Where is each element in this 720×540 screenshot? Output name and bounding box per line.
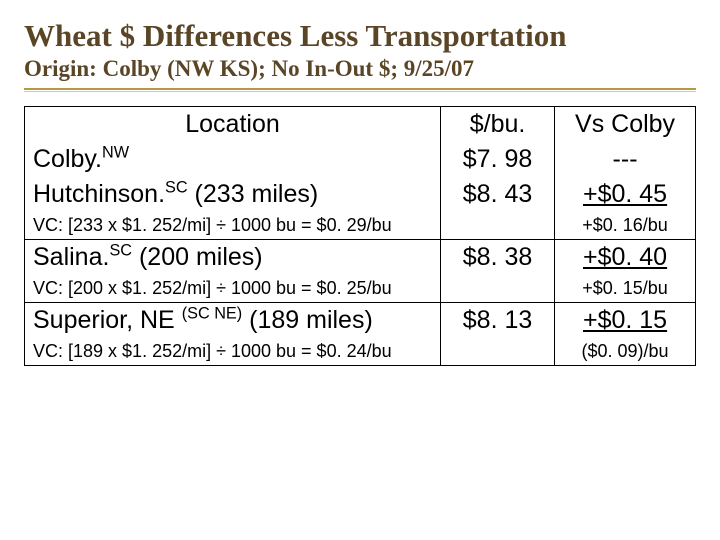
price-colby: $7. 98 xyxy=(441,142,555,177)
vc-salina-note: VC: [200 x $1. 252/mi] ÷ 1000 bu = $0. 2… xyxy=(33,278,432,299)
loc-hutch-pre: Hutchinson. xyxy=(33,180,165,208)
loc-colby: Colby.NW xyxy=(25,142,441,177)
divider-top xyxy=(24,88,696,90)
vc-hutchinson: VC: [233 x $1. 252/mi] ÷ 1000 bu = $0. 2… xyxy=(25,212,441,240)
header-price: $/bu. xyxy=(441,106,555,142)
vs-salina: +$0. 40 xyxy=(555,239,696,275)
loc-salina-pre: Salina. xyxy=(33,243,109,271)
row-hutchinson: Hutchinson.SC (233 miles) $8. 43 +$0. 45 xyxy=(25,177,696,212)
vc-hutch-note: VC: [233 x $1. 252/mi] ÷ 1000 bu = $0. 2… xyxy=(33,215,432,236)
vc-salina: VC: [200 x $1. 252/mi] ÷ 1000 bu = $0. 2… xyxy=(25,275,441,303)
vc-hutchinson-blank xyxy=(441,212,555,240)
header-vs: Vs Colby xyxy=(555,106,696,142)
vc-hutchinson-right: +$0. 16/bu xyxy=(555,212,696,240)
pricing-table: Location $/bu. Vs Colby Colby.NW $7. 98 … xyxy=(24,106,696,366)
vc-hutch-right: +$0. 16/bu xyxy=(563,215,687,236)
vc-superior-right: ($0. 09)/bu xyxy=(555,338,696,366)
vs-colby: --- xyxy=(555,142,696,177)
loc-superior-pre: Superior, NE xyxy=(33,306,182,334)
vs-superior: +$0. 15 xyxy=(555,302,696,338)
loc-salina-post: (200 miles) xyxy=(132,243,263,271)
price-superior: $8. 13 xyxy=(441,302,555,338)
vc-salina-blank xyxy=(441,275,555,303)
price-salina: $8. 38 xyxy=(441,239,555,275)
price-hutchinson: $8. 43 xyxy=(441,177,555,212)
loc-colby-pre: Colby. xyxy=(33,145,102,173)
loc-colby-sup: NW xyxy=(102,143,129,161)
header-location: Location xyxy=(25,106,441,142)
loc-superior: Superior, NE (SC NE) (189 miles) xyxy=(25,302,441,338)
vc-salina-right-val: +$0. 15/bu xyxy=(563,278,687,299)
loc-salina-sup: SC xyxy=(109,241,132,259)
loc-superior-post: (189 miles) xyxy=(242,306,373,334)
divider-shadow xyxy=(24,91,696,92)
row-salina-vc: VC: [200 x $1. 252/mi] ÷ 1000 bu = $0. 2… xyxy=(25,275,696,303)
row-superior-vc: VC: [189 x $1. 252/mi] ÷ 1000 bu = $0. 2… xyxy=(25,338,696,366)
loc-hutchinson: Hutchinson.SC (233 miles) xyxy=(25,177,441,212)
row-hutchinson-vc: VC: [233 x $1. 252/mi] ÷ 1000 bu = $0. 2… xyxy=(25,212,696,240)
row-colby: Colby.NW $7. 98 --- xyxy=(25,142,696,177)
loc-hutch-sup: SC xyxy=(165,178,188,196)
page-subtitle: Origin: Colby (NW KS); No In-Out $; 9/25… xyxy=(24,56,696,82)
vc-superior-note: VC: [189 x $1. 252/mi] ÷ 1000 bu = $0. 2… xyxy=(33,341,432,362)
vs-hutchinson: +$0. 45 xyxy=(555,177,696,212)
row-superior: Superior, NE (SC NE) (189 miles) $8. 13 … xyxy=(25,302,696,338)
page-title: Wheat $ Differences Less Transportation xyxy=(24,18,696,54)
vc-superior-right-val: ($0. 09)/bu xyxy=(563,341,687,362)
vc-salina-right: +$0. 15/bu xyxy=(555,275,696,303)
loc-superior-sup: (SC NE) xyxy=(182,304,243,322)
table-header-row: Location $/bu. Vs Colby xyxy=(25,106,696,142)
vc-superior-blank xyxy=(441,338,555,366)
row-salina: Salina.SC (200 miles) $8. 38 +$0. 40 xyxy=(25,239,696,275)
loc-hutch-post: (233 miles) xyxy=(188,180,319,208)
loc-salina: Salina.SC (200 miles) xyxy=(25,239,441,275)
vc-superior: VC: [189 x $1. 252/mi] ÷ 1000 bu = $0. 2… xyxy=(25,338,441,366)
